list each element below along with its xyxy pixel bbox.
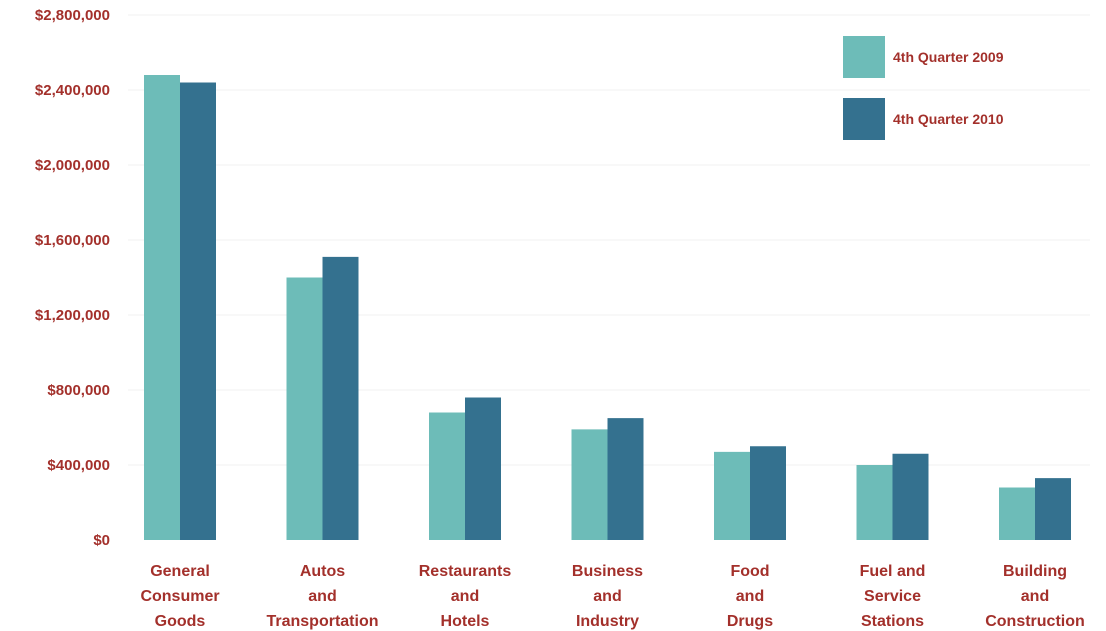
x-category-label: Autos and Transportation — [266, 563, 378, 630]
bars — [144, 75, 1071, 540]
bar-q4-2010 — [1035, 478, 1071, 540]
bar-q4-2009 — [999, 487, 1035, 540]
legend-swatch — [843, 36, 885, 78]
legend-swatch — [843, 98, 885, 140]
x-category-label: Food and Drugs — [727, 563, 773, 630]
gridlines — [128, 14, 1090, 466]
bar-q4-2009 — [429, 412, 465, 540]
x-category-label-line: Service — [864, 588, 921, 605]
bar-q4-2009 — [286, 277, 323, 540]
legend-label: 4th Quarter 2010 — [893, 111, 1004, 127]
x-category-label-line: Stations — [861, 613, 924, 630]
x-category-label-line: and — [736, 588, 764, 605]
y-tick-label: $2,000,000 — [35, 157, 110, 174]
bar-q4-2010 — [607, 418, 644, 540]
x-category-label-line: Goods — [155, 613, 206, 630]
bar-q4-2010 — [180, 82, 216, 540]
x-category-label-line: Hotels — [441, 613, 490, 630]
x-category-label-line: Autos — [300, 563, 345, 580]
legend-label: 4th Quarter 2009 — [893, 49, 1004, 65]
y-tick-label: $400,000 — [47, 457, 110, 474]
x-category-label: Restaurants and Hotels — [419, 563, 512, 630]
x-category-label-line: Transportation — [266, 613, 378, 630]
bar-q4-2010 — [892, 453, 929, 540]
x-category-label: Building and Construction — [985, 563, 1085, 630]
x-category-label-line: Business — [572, 563, 643, 580]
x-category-label: Fuel and Service Stations — [860, 563, 926, 630]
x-category-label-line: and — [451, 588, 479, 605]
x-category-label-line: General — [150, 563, 210, 580]
bar-q4-2010 — [322, 256, 359, 540]
x-category-label-line: Industry — [576, 613, 639, 630]
y-tick-label: $1,600,000 — [35, 232, 110, 249]
bar-q4-2010 — [465, 397, 501, 540]
x-category-label-line: Construction — [985, 613, 1085, 630]
bar-q4-2009 — [714, 451, 750, 540]
bar-q4-2010 — [750, 446, 786, 540]
x-category-label-line: and — [1021, 588, 1049, 605]
bar-q4-2009 — [144, 75, 180, 540]
x-category-label: General Consumer Goods — [140, 563, 219, 630]
x-category-label-line: Drugs — [727, 613, 773, 630]
x-axis-category-labels: General Consumer Goods Autos and Transportati… — [140, 563, 1084, 630]
x-category-label-line: Restaurants — [419, 563, 512, 580]
y-axis-tick-labels: $0 $400,000 $800,000 $1,200,000 $1,600,000 $2… — [35, 7, 110, 549]
x-category-label-line: Consumer — [140, 588, 219, 605]
legend: 4th Quarter 2009 4th Quarter 2010 — [843, 36, 1004, 140]
bar-q4-2009 — [571, 429, 608, 540]
x-category-label-line: and — [308, 588, 336, 605]
y-tick-label: $0 — [93, 532, 110, 549]
y-tick-label: $1,200,000 — [35, 307, 110, 324]
y-tick-label: $2,800,000 — [35, 7, 110, 24]
x-category-label: Business and Industry — [572, 563, 643, 630]
x-category-label-line: and — [593, 588, 621, 605]
x-category-label-line: Fuel and — [860, 563, 926, 580]
bar-q4-2009 — [856, 465, 893, 540]
x-category-label-line: Building — [1003, 563, 1067, 580]
y-tick-label: $2,400,000 — [35, 82, 110, 99]
x-category-label-line: Food — [730, 563, 769, 580]
y-tick-label: $800,000 — [47, 382, 110, 399]
